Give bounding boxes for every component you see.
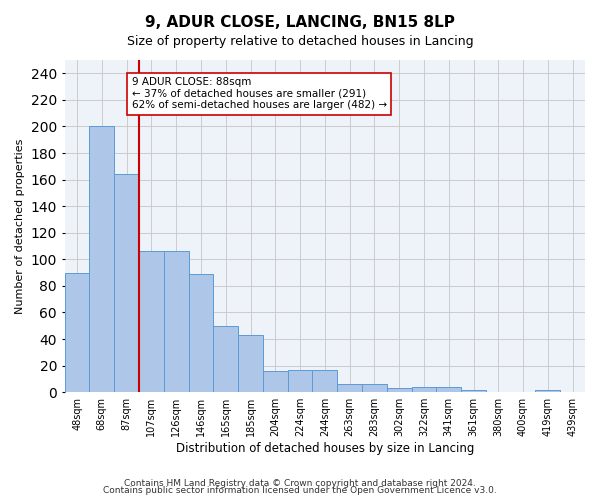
Bar xyxy=(89,126,114,392)
Bar xyxy=(188,274,214,392)
Text: 9 ADUR CLOSE: 88sqm
← 37% of detached houses are smaller (291)
62% of semi-detac: 9 ADUR CLOSE: 88sqm ← 37% of detached ho… xyxy=(131,78,387,110)
Bar xyxy=(65,272,89,392)
Bar xyxy=(387,388,412,392)
Bar xyxy=(139,252,164,392)
Bar xyxy=(263,371,287,392)
Bar xyxy=(461,390,486,392)
Text: Contains HM Land Registry data © Crown copyright and database right 2024.: Contains HM Land Registry data © Crown c… xyxy=(124,478,476,488)
Bar xyxy=(114,174,139,392)
Bar xyxy=(313,370,337,392)
Bar xyxy=(412,387,436,392)
Y-axis label: Number of detached properties: Number of detached properties xyxy=(15,138,25,314)
Text: 9, ADUR CLOSE, LANCING, BN15 8LP: 9, ADUR CLOSE, LANCING, BN15 8LP xyxy=(145,15,455,30)
Bar xyxy=(287,370,313,392)
Bar xyxy=(238,335,263,392)
Bar xyxy=(362,384,387,392)
X-axis label: Distribution of detached houses by size in Lancing: Distribution of detached houses by size … xyxy=(176,442,474,455)
Bar xyxy=(535,390,560,392)
Bar xyxy=(436,387,461,392)
Bar xyxy=(337,384,362,392)
Bar xyxy=(214,326,238,392)
Bar xyxy=(164,252,188,392)
Text: Contains public sector information licensed under the Open Government Licence v3: Contains public sector information licen… xyxy=(103,486,497,495)
Text: Size of property relative to detached houses in Lancing: Size of property relative to detached ho… xyxy=(127,35,473,48)
